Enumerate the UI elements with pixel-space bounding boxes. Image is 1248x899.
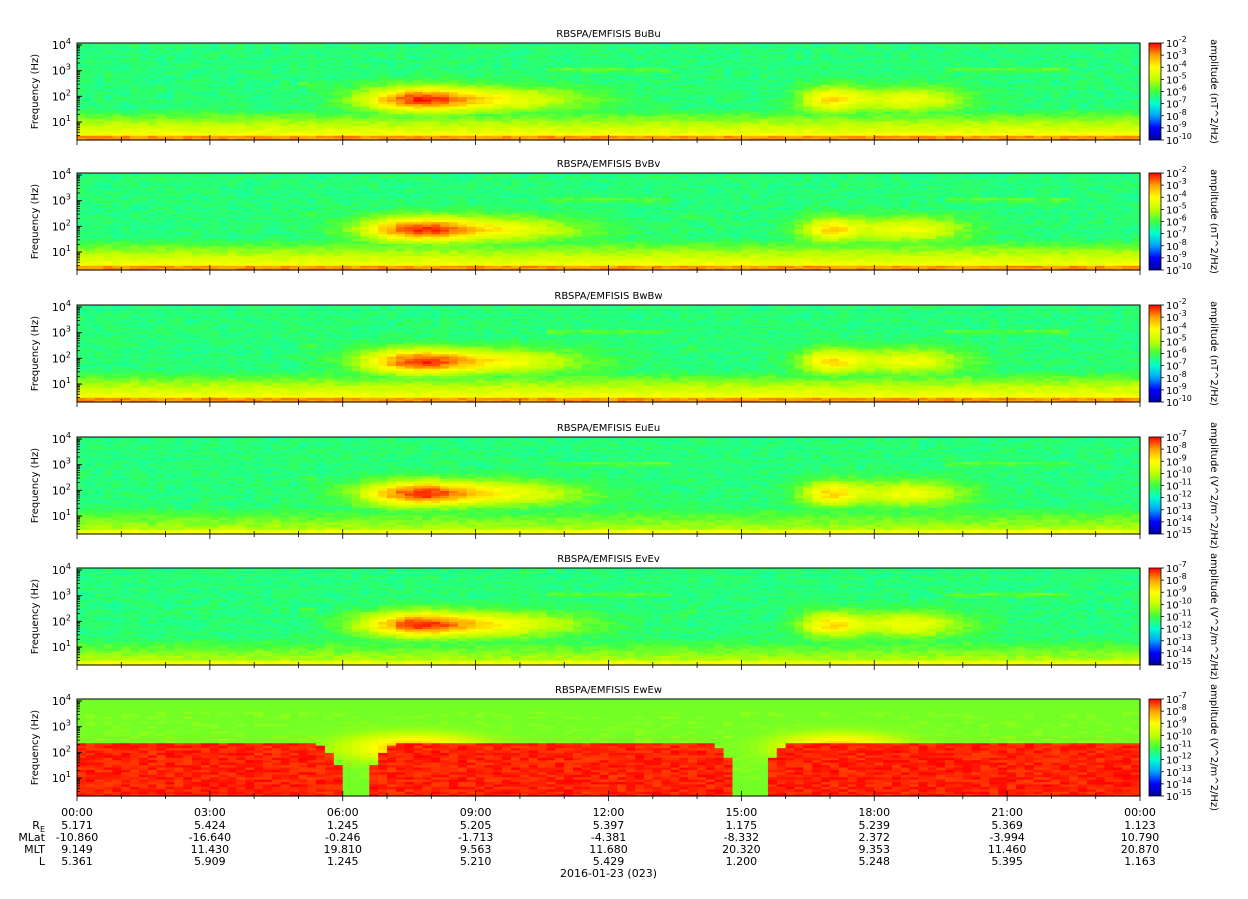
- panel-title: RBSPA/EMFISIS BvBv: [557, 159, 661, 170]
- colorbar-label: amplitude (nT^2/Hz): [1208, 39, 1219, 144]
- spectrogram-panels: RBSPA/EMFISIS BuBu 104 103 102 101 Frequency …: [30, 29, 1219, 811]
- y-axis-label: Frequency (Hz): [30, 54, 41, 130]
- panel-bubu: RBSPA/EMFISIS BuBu 104 103 102 101 Frequency …: [30, 29, 1219, 147]
- y-tick-label: 101: [52, 114, 71, 129]
- panel-title: RBSPA/EMFISIS BuBu: [556, 29, 660, 40]
- colorbar: [1149, 43, 1161, 140]
- y-tick-label: 103: [52, 63, 71, 78]
- spectrogram-image: [77, 43, 1141, 141]
- y-tick-label: 102: [52, 88, 71, 103]
- y-tick-label: 104: [52, 37, 71, 52]
- spectrogram-image: [77, 173, 1141, 271]
- panel-bvbv: RBSPA/EMFISIS BvBv104103102101Frequency …: [30, 159, 1219, 277]
